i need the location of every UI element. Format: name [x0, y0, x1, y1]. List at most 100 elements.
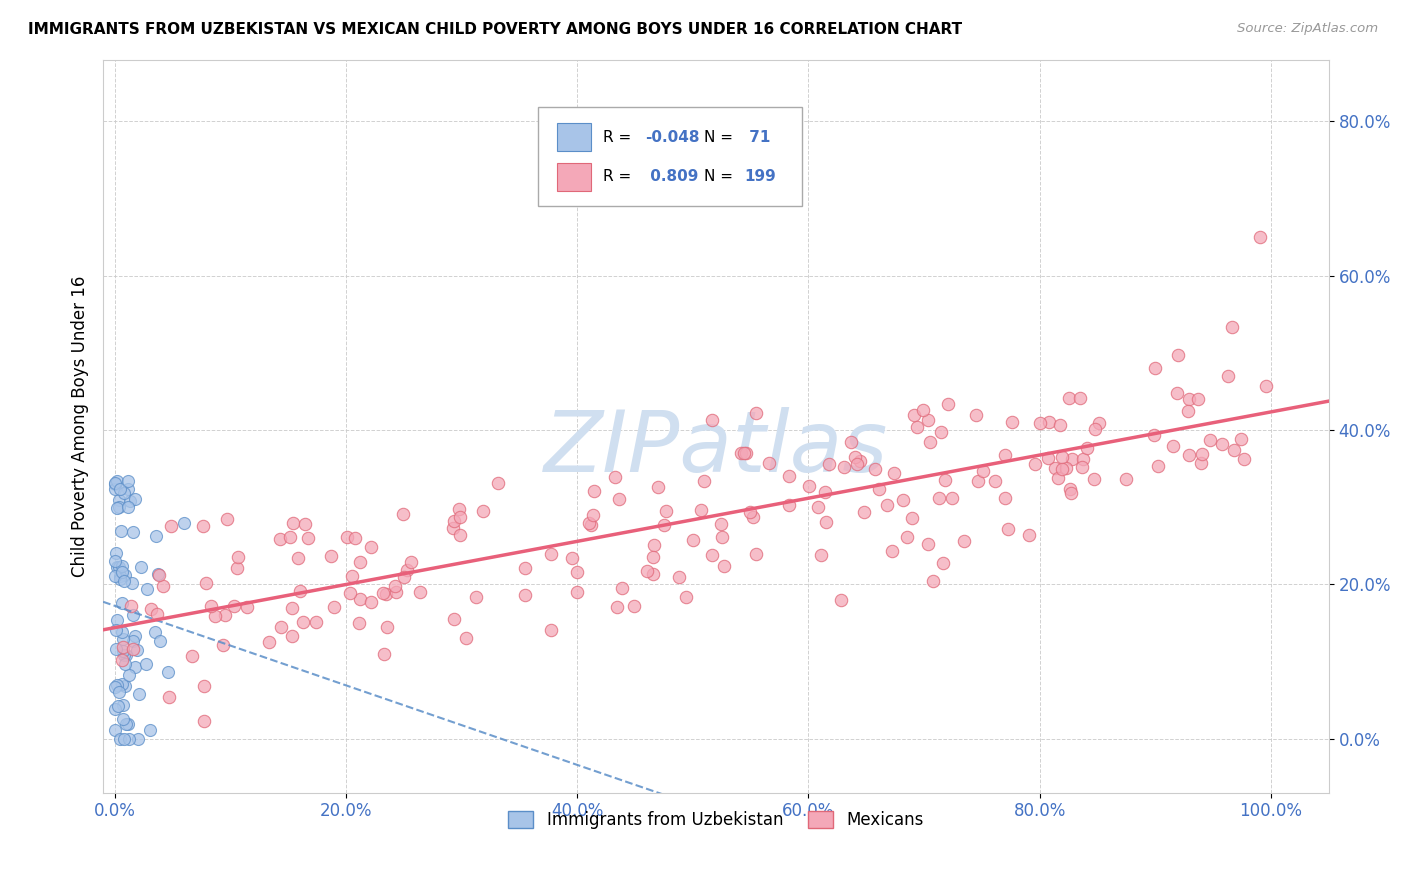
Point [349, 592, 371, 607]
Point [336, 530, 359, 544]
Point [112, 698, 135, 712]
Point [104, 476, 127, 491]
Point [122, 633, 145, 648]
Point [281, 629, 304, 643]
Point [441, 521, 464, 535]
Point [682, 533, 704, 548]
Point [117, 717, 139, 731]
Point [1143, 428, 1166, 442]
Point [204, 609, 226, 624]
Point [443, 514, 465, 528]
Point [156, 665, 179, 679]
Point [896, 530, 918, 544]
Point [135, 657, 157, 671]
Point [1115, 472, 1137, 486]
Point [124, 492, 146, 507]
Point [127, 731, 149, 746]
Point [292, 615, 315, 630]
Point [917, 537, 939, 551]
Point [120, 599, 142, 613]
Point [579, 517, 602, 532]
Point [152, 579, 174, 593]
Point [139, 602, 162, 616]
Point [117, 500, 139, 514]
Point [105, 641, 128, 656]
Point [745, 547, 768, 561]
Point [104, 723, 127, 738]
Point [124, 629, 146, 643]
Point [778, 499, 800, 513]
Point [193, 519, 215, 533]
Point [941, 491, 963, 505]
Point [235, 600, 257, 615]
Point [375, 620, 398, 634]
Point [983, 474, 1005, 488]
Point [1220, 320, 1243, 334]
Point [360, 595, 382, 609]
Point [108, 685, 131, 699]
Point [905, 419, 928, 434]
Point [845, 457, 868, 471]
Point [928, 491, 950, 505]
Text: 0.809: 0.809 [645, 169, 699, 185]
Point [603, 469, 626, 483]
Point [655, 504, 678, 518]
Point [193, 714, 215, 728]
Point [115, 717, 138, 731]
Point [215, 512, 238, 526]
Point [105, 474, 128, 488]
Point [733, 446, 755, 460]
Point [565, 585, 588, 599]
Point [287, 551, 309, 566]
Point [934, 473, 956, 487]
Point [146, 607, 169, 622]
Point [641, 566, 664, 581]
Point [778, 468, 800, 483]
Point [129, 559, 152, 574]
Point [112, 712, 135, 726]
Point [280, 600, 302, 615]
Point [742, 509, 765, 524]
Point [449, 528, 471, 542]
Point [110, 524, 132, 538]
Point [1050, 450, 1073, 464]
Point [104, 568, 127, 582]
Point [1187, 392, 1209, 406]
Point [391, 507, 413, 521]
Point [193, 679, 215, 693]
Point [122, 608, 145, 623]
Point [1161, 439, 1184, 453]
Point [111, 625, 134, 640]
Point [148, 566, 170, 581]
Point [297, 531, 319, 545]
Point [647, 480, 669, 494]
Point [105, 613, 128, 627]
Point [675, 590, 697, 604]
Point [105, 560, 128, 574]
Point [108, 500, 131, 515]
Point [340, 568, 363, 582]
Point [844, 450, 866, 464]
Point [1211, 437, 1233, 451]
Point [224, 599, 246, 613]
Point [1071, 452, 1094, 467]
Point [214, 608, 236, 623]
Point [120, 493, 142, 508]
Point [117, 475, 139, 489]
Point [863, 462, 886, 476]
Point [200, 599, 222, 614]
Point [114, 648, 136, 663]
Point [1189, 456, 1212, 470]
Text: N =: N = [703, 130, 738, 145]
Point [1054, 460, 1077, 475]
Point [1199, 434, 1222, 448]
Point [472, 504, 495, 518]
Point [269, 533, 291, 547]
Point [1049, 417, 1071, 432]
Point [735, 445, 758, 459]
Point [145, 529, 167, 543]
Point [114, 657, 136, 671]
Point [384, 579, 406, 593]
Point [690, 503, 713, 517]
Point [456, 632, 478, 646]
